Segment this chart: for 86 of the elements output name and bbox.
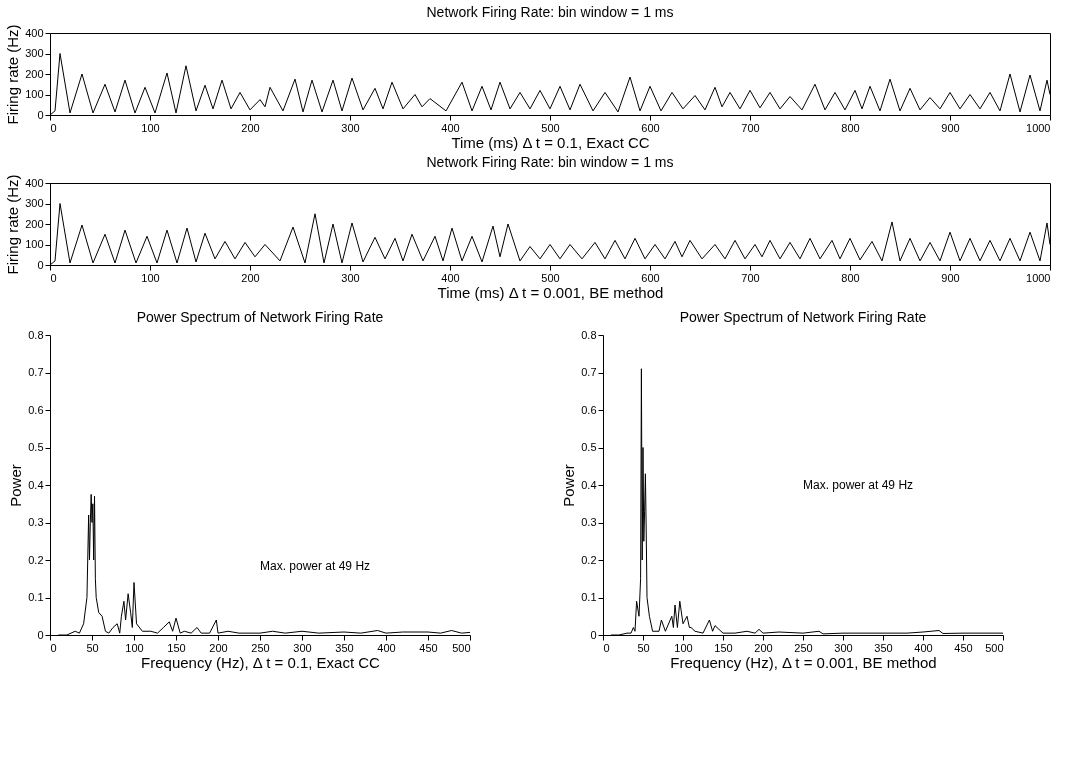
- x-tick-label: 0: [603, 641, 610, 654]
- x-tick-label: 100: [125, 641, 144, 654]
- x-tick-label: 700: [741, 121, 760, 134]
- y-tick-label: 300: [25, 47, 44, 59]
- x-tick-label: 500: [452, 641, 471, 654]
- x-tick-label: 200: [754, 641, 773, 654]
- x-tick-label: 500: [541, 121, 560, 134]
- y-tick-label: 400: [25, 176, 44, 189]
- x-axis-title: Time (ms) Δ t = 0.001, BE method: [437, 283, 664, 301]
- chart-title: Network Firing Rate: bin window = 1 ms: [426, 153, 674, 170]
- y-axis-title: Power: [560, 464, 578, 507]
- y-tick-label: 200: [25, 67, 44, 80]
- x-tick-label: 250: [251, 641, 270, 654]
- x-tick-label: 350: [874, 641, 893, 654]
- x-tick-label: 500: [541, 271, 560, 284]
- x-tick-label: 450: [954, 641, 973, 654]
- x-tick-label: 200: [241, 121, 260, 134]
- y-tick-label: 0.4: [581, 478, 597, 491]
- annotation: Max. power at 49 Hz: [803, 478, 914, 492]
- y-tick-label: 0.4: [28, 478, 44, 491]
- x-tick-label: 800: [841, 271, 860, 284]
- x-tick-label: 1000: [1026, 271, 1051, 284]
- y-tick-label: 0: [37, 108, 44, 121]
- x-tick-label: 700: [741, 271, 760, 284]
- y-tick-label: 0.6: [28, 403, 44, 416]
- annotation: Max. power at 49 Hz: [260, 559, 371, 573]
- y-axis-title: Firing rate (Hz): [4, 24, 22, 125]
- x-tick-label: 200: [209, 641, 228, 654]
- chart-title: Network Firing Rate: bin window = 1 ms: [426, 3, 674, 20]
- y-tick-label: 0.8: [28, 328, 44, 341]
- x-tick-label: 100: [141, 271, 160, 284]
- y-tick-label: 400: [25, 26, 44, 39]
- y-tick-label: 0.6: [581, 403, 597, 416]
- x-tick-label: 300: [341, 121, 360, 134]
- x-tick-label: 450: [419, 641, 438, 654]
- y-tick-label: 0.2: [581, 553, 597, 566]
- y-tick-label: 0.5: [28, 441, 44, 453]
- y-tick-label: 0.5: [581, 441, 597, 453]
- x-tick-label: 500: [985, 641, 1004, 654]
- y-tick-label: 100: [25, 88, 44, 100]
- y-tick-label: 0.3: [581, 516, 597, 528]
- y-tick-label: 0: [37, 628, 44, 641]
- y-tick-label: 100: [25, 238, 44, 250]
- x-axis-title: Time (ms) Δ t = 0.1, Exact CC: [451, 133, 650, 151]
- x-tick-label: 600: [641, 121, 660, 134]
- x-tick-label: 50: [86, 641, 99, 654]
- x-tick-label: 0: [50, 271, 57, 284]
- y-tick-label: 0: [37, 258, 44, 271]
- y-tick-label: 0.2: [28, 553, 44, 566]
- x-tick-label: 50: [637, 641, 650, 654]
- x-tick-label: 400: [914, 641, 933, 654]
- x-tick-label: 100: [674, 641, 693, 654]
- x-tick-label: 300: [293, 641, 312, 654]
- x-tick-label: 400: [377, 641, 396, 654]
- x-tick-label: 300: [341, 271, 360, 284]
- y-tick-label: 0.7: [581, 366, 597, 378]
- y-tick-label: 0.1: [581, 591, 597, 603]
- x-tick-label: 400: [441, 121, 460, 134]
- x-tick-label: 1000: [1026, 121, 1051, 134]
- y-axis-title: Power: [7, 464, 25, 507]
- x-tick-label: 900: [941, 271, 960, 284]
- x-tick-label: 150: [714, 641, 733, 654]
- chart-title: Power Spectrum of Network Firing Rate: [136, 309, 384, 325]
- chart-title: Power Spectrum of Network Firing Rate: [679, 309, 927, 325]
- x-tick-label: 350: [335, 641, 354, 654]
- y-tick-label: 0.7: [28, 366, 44, 378]
- x-tick-label: 800: [841, 121, 860, 134]
- x-tick-label: 200: [241, 271, 260, 284]
- x-tick-label: 400: [441, 271, 460, 284]
- x-tick-label: 250: [794, 641, 813, 654]
- y-axis-title: Firing rate (Hz): [4, 174, 22, 275]
- x-tick-label: 900: [941, 121, 960, 134]
- x-tick-label: 600: [641, 271, 660, 284]
- x-tick-label: 0: [50, 121, 57, 134]
- x-tick-label: 100: [141, 121, 160, 134]
- y-tick-label: 0.3: [28, 516, 44, 528]
- x-tick-label: 150: [167, 641, 186, 654]
- y-tick-label: 0.8: [581, 328, 597, 341]
- x-axis-title: Frequency (Hz), Δ t = 0.001, BE method: [670, 653, 937, 671]
- x-tick-label: 0: [50, 641, 57, 654]
- y-tick-label: 300: [25, 197, 44, 209]
- y-tick-label: 200: [25, 217, 44, 230]
- x-tick-label: 300: [834, 641, 853, 654]
- x-axis-title: Frequency (Hz), Δ t = 0.1, Exact CC: [141, 653, 381, 671]
- y-tick-label: 0.1: [28, 591, 44, 603]
- y-tick-label: 0: [590, 628, 597, 641]
